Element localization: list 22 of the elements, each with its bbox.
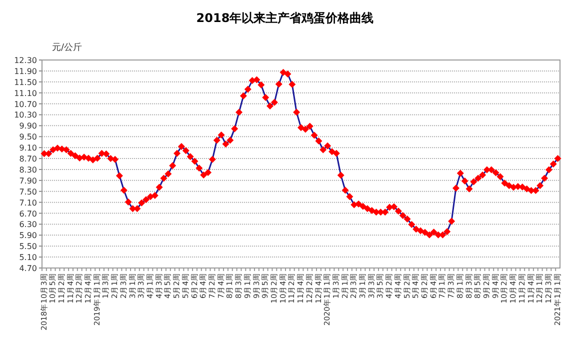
y-tick-label: 7.10	[19, 198, 37, 208]
y-tick-label: 10.30	[14, 110, 37, 120]
y-tick-label: 6.30	[19, 220, 37, 230]
y-tick-label: 9.90	[19, 122, 37, 131]
y-tick-label: 11.10	[14, 88, 37, 98]
y-tick-label: 9.50	[19, 132, 37, 142]
y-tick-label: 5.50	[19, 242, 37, 252]
y-tick-label: 8.30	[19, 165, 37, 174]
y-tick-label: 9.10	[19, 144, 37, 153]
y-tick-label: 11.50	[14, 78, 37, 87]
y-tick-label: 7.50	[19, 187, 37, 196]
y-tick-label: 6.70	[19, 209, 37, 218]
chart-title: 2018年以来主产省鸡蛋价格曲线	[196, 11, 374, 25]
y-tick-label: 12.30	[14, 56, 37, 65]
y-tick-label: 5.10	[19, 253, 37, 262]
y-tick-label: 11.90	[14, 66, 37, 76]
y-tick-label: 5.90	[19, 231, 37, 240]
y-axis-title: 元/公斤	[52, 42, 82, 53]
y-tick-label: 4.70	[19, 264, 37, 273]
y-tick-label: 7.90	[19, 176, 37, 186]
y-tick-label: 10.70	[14, 100, 37, 109]
y-tick-label: 8.70	[19, 154, 37, 164]
